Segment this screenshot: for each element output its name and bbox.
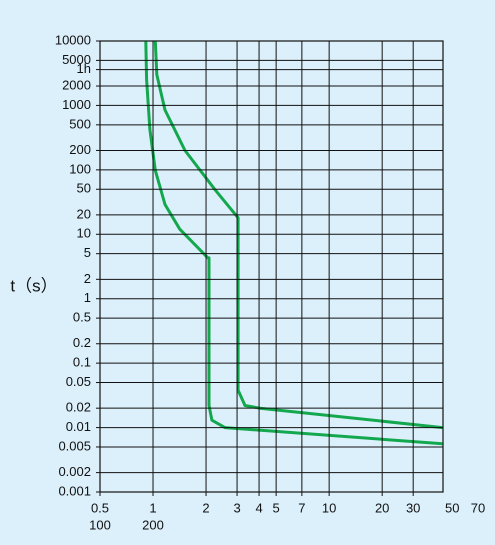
y-tick-label: 0.001 xyxy=(58,483,91,498)
x-tick-label: 10 xyxy=(322,500,336,515)
x-tick-label: 50 xyxy=(445,500,459,515)
y-tick-label: 0.05 xyxy=(66,374,91,389)
x-tick-label-secondary: 100 xyxy=(89,517,111,532)
y-tick-label: 5 xyxy=(84,245,91,260)
y-tick-label: 1 xyxy=(84,290,91,305)
x-tick-label: 70 xyxy=(471,500,485,515)
y-tick-label: 0.01 xyxy=(66,419,91,434)
y-tick-label: 0.1 xyxy=(73,355,91,370)
y-tick-label: 0.005 xyxy=(58,438,91,453)
x-tick-label-secondary: 200 xyxy=(142,517,164,532)
y-tick-label: 20 xyxy=(77,206,91,221)
y-tick-label: 5000 xyxy=(62,52,91,67)
y-tick-label: 0.5 xyxy=(73,310,91,325)
y-tick-label: 500 xyxy=(69,116,91,131)
y-tick-label: 1h xyxy=(77,61,91,76)
curve xyxy=(144,41,443,446)
y-tick-label: 0.002 xyxy=(58,464,91,479)
y-tick-label: 0.02 xyxy=(66,400,91,415)
y-tick-label: 2000 xyxy=(62,77,91,92)
y-tick-label: 10 xyxy=(77,226,91,241)
x-tick-label: 3 xyxy=(233,500,240,515)
x-tick-label: 0.5 xyxy=(91,500,109,515)
x-tick-label: 7 xyxy=(298,500,305,515)
x-tick-label: 30 xyxy=(406,500,420,515)
curve xyxy=(153,41,443,430)
x-tick-label: 5 xyxy=(273,500,280,515)
y-axis-label: t（s） xyxy=(10,276,57,295)
y-tick-label: 200 xyxy=(69,142,91,157)
x-tick-label: 1 xyxy=(149,500,156,515)
y-tick-label: 1000 xyxy=(62,97,91,112)
y-tick-label: 100 xyxy=(69,161,91,176)
y-tick-label: 10000 xyxy=(55,32,91,47)
y-tick-label: 2 xyxy=(84,271,91,286)
x-tick-label: 4 xyxy=(255,500,262,515)
x-tick-label: 2 xyxy=(202,500,209,515)
y-tick-label: 50 xyxy=(77,181,91,196)
y-tick-label: 0.2 xyxy=(73,335,91,350)
x-tick-label: 20 xyxy=(375,500,389,515)
curves xyxy=(144,41,443,446)
